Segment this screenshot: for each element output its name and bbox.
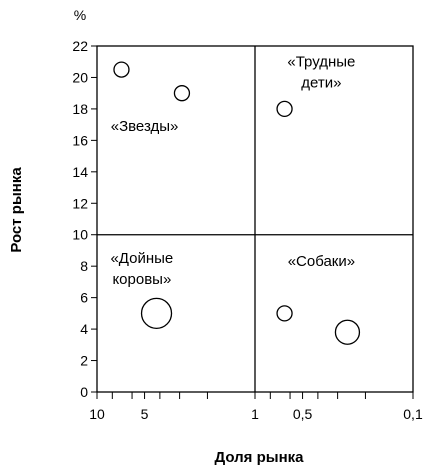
- data-point: [113, 61, 130, 78]
- y-tick-label: 12: [72, 195, 88, 211]
- y-tick-label: 22: [72, 38, 88, 54]
- x-tick-label: 5: [141, 406, 149, 422]
- data-point: [276, 305, 293, 322]
- data-point: [140, 297, 173, 330]
- x-tick-label: 10: [89, 406, 105, 422]
- quadrant-labels: «Звезды» «Трудные дети» «Дойные коровы» «Соба…: [110, 53, 355, 288]
- data-point: [173, 85, 191, 102]
- quadrant-label: «Собаки»: [288, 253, 355, 270]
- y-tick-label: 16: [72, 132, 88, 148]
- data-points: [113, 61, 361, 345]
- y-tick-label: 4: [80, 321, 88, 337]
- y-axis: 0 2 4 6 8 10 12 14 16 18 20 22: [72, 38, 97, 400]
- x-axis: 10 5 1 0,5 0,1: [89, 392, 423, 422]
- y-tick-label: 10: [72, 227, 88, 243]
- x-tick-label: 1: [251, 406, 259, 422]
- x-axis-title: Доля рынка: [215, 449, 305, 466]
- y-tick-label: 20: [72, 69, 88, 85]
- y-tick-label: 6: [80, 290, 88, 306]
- quadrant-label: «Дойные коровы»: [110, 250, 173, 288]
- data-point: [334, 319, 361, 345]
- y-tick-label: 8: [80, 258, 88, 274]
- data-point: [276, 100, 293, 118]
- y-axis-unit: %: [74, 7, 86, 23]
- y-tick-label: 18: [72, 101, 88, 117]
- quadrant-label: «Трудные дети»: [287, 53, 355, 91]
- quadrant-label: «Звезды»: [111, 118, 179, 135]
- x-tick-label: 0,5: [293, 406, 313, 422]
- y-axis-title: Рост рынка: [8, 167, 25, 253]
- y-tick-label: 14: [72, 164, 88, 180]
- x-tick-label: 0,1: [403, 406, 423, 422]
- y-tick-label: 2: [80, 353, 88, 369]
- y-tick-label: 0: [80, 384, 88, 400]
- quadrant-dividers: [97, 46, 413, 392]
